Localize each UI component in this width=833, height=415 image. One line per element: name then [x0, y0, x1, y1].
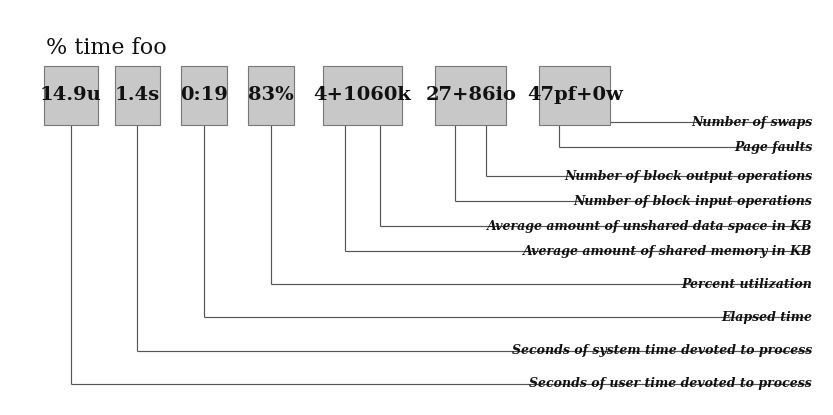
Text: 4+1060k: 4+1060k: [313, 86, 412, 105]
Text: Seconds of system time devoted to process: Seconds of system time devoted to proces…: [512, 344, 812, 357]
Text: Number of swaps: Number of swaps: [691, 116, 812, 129]
FancyBboxPatch shape: [323, 66, 402, 124]
FancyBboxPatch shape: [43, 66, 98, 124]
FancyBboxPatch shape: [435, 66, 506, 124]
FancyBboxPatch shape: [182, 66, 227, 124]
Text: 47pf+0w: 47pf+0w: [526, 86, 623, 105]
Text: Page faults: Page faults: [734, 141, 812, 154]
Text: Average amount of shared memory in KB: Average amount of shared memory in KB: [522, 244, 812, 258]
Text: Number of block input operations: Number of block input operations: [573, 195, 812, 208]
Text: Percent utilization: Percent utilization: [681, 278, 812, 291]
Text: 27+86io: 27+86io: [425, 86, 516, 105]
FancyBboxPatch shape: [248, 66, 293, 124]
Text: 14.9u: 14.9u: [40, 86, 102, 105]
Text: 1.4s: 1.4s: [115, 86, 160, 105]
Text: Elapsed time: Elapsed time: [721, 311, 812, 324]
Text: Seconds of user time devoted to process: Seconds of user time devoted to process: [530, 377, 812, 391]
Text: Number of block output operations: Number of block output operations: [564, 170, 812, 183]
Text: % time foo: % time foo: [46, 37, 167, 59]
FancyBboxPatch shape: [115, 66, 160, 124]
FancyBboxPatch shape: [539, 66, 610, 124]
Text: 0:19: 0:19: [180, 86, 228, 105]
Text: Average amount of unshared data space in KB: Average amount of unshared data space in…: [486, 220, 812, 233]
Text: 83%: 83%: [248, 86, 293, 105]
